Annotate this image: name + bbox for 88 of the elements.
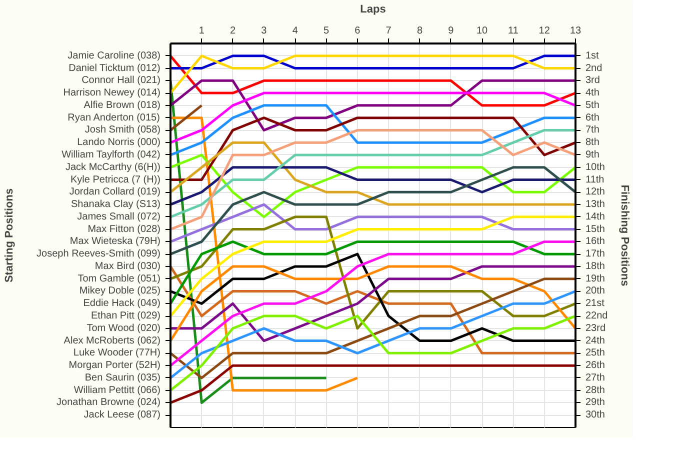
y-tick-label: 25th — [586, 348, 605, 359]
line-series — [170, 141, 576, 206]
text: Mikey Doble (025) — [79, 286, 161, 297]
text: Harrison Newey (014) — [63, 88, 161, 99]
y-tick-label: 12th — [586, 186, 605, 198]
text: Jack McCarthy (6(H)) — [65, 162, 161, 173]
text: James Small (072) — [77, 211, 160, 222]
line-series — [170, 166, 576, 256]
y-tick-label: 16th — [586, 236, 605, 248]
y-tick-label: 19th — [586, 273, 605, 284]
x-tick-label: 7 — [386, 26, 392, 36]
line-series — [170, 166, 576, 206]
y-tick-label: 13th — [586, 199, 605, 210]
text: Shanaka Clay (S13) — [71, 199, 161, 210]
x-axis-title: Laps — [360, 4, 386, 16]
text: Tom Gamble (051) — [78, 273, 161, 284]
text: Jordan Collard (019) — [69, 186, 161, 198]
y-tick-label: 23rd — [586, 322, 606, 334]
text: Max Fitton (028) — [88, 224, 161, 235]
y-tick-label: 28th — [586, 384, 605, 396]
x-tick-label: 10 — [476, 26, 488, 36]
line-series — [170, 203, 576, 243]
y-tick-label: 18th — [586, 260, 605, 272]
text: Morgan Porter (52H) — [68, 360, 161, 372]
y-tick-label: 15th — [586, 224, 605, 235]
y-tick-label: 14th — [586, 211, 605, 222]
x-tick-label: 4 — [292, 26, 298, 36]
text: Jack Leese (087) — [84, 410, 161, 421]
x-tick-label: 1 — [198, 26, 205, 36]
line-series — [170, 116, 576, 182]
y-tick-label: 29th — [586, 397, 605, 408]
x-tick-label: 5 — [323, 26, 330, 36]
y-tick-label: 2nd — [586, 62, 602, 74]
y-tick-label: 21st — [586, 298, 605, 310]
text: Jamie Caroline (038) — [68, 50, 161, 62]
y-tick-label: 27th — [586, 372, 605, 384]
y-tick-label: 11th — [586, 174, 604, 186]
y-axis-title: Finishing Positions — [618, 184, 631, 286]
x-tick-label: 11 — [508, 26, 519, 36]
text: Max Wieteska (79H) — [70, 236, 160, 248]
line-series — [170, 92, 576, 144]
line-series — [170, 154, 576, 218]
x-tick-label: 13 — [570, 26, 582, 36]
x-tick-label: 12 — [538, 26, 550, 36]
text: Ben Saurin (035) — [84, 372, 161, 384]
text: Daniel Ticktum (012) — [68, 62, 160, 74]
x-tick-label: 9 — [448, 26, 454, 36]
text: Lando Norris (000) — [77, 137, 160, 148]
text: Eddie Hack (049) — [83, 298, 161, 310]
line-series — [170, 79, 576, 132]
y-tick-label: 24th — [586, 335, 605, 346]
y-tick-label: 3rd — [586, 75, 600, 86]
text: Josh Smith (058) — [84, 124, 161, 136]
text: William Taylforth (042) — [62, 149, 160, 160]
text: William Pettitt (066) — [74, 384, 161, 396]
text: Ryan Anderton (015) — [68, 112, 160, 124]
text: Kyle Petricca (7 (H)) — [70, 174, 160, 186]
line-series — [170, 240, 576, 367]
y-tick-label: 30th — [586, 410, 605, 421]
y-tick-label: 4th — [586, 88, 600, 99]
text: Joseph Reeves-Smith (099) — [36, 248, 161, 260]
text: Alfie Brown (018) — [84, 100, 161, 111]
x-tick-label: 2 — [230, 26, 236, 36]
text: Ethan Pitt (029) — [91, 310, 160, 322]
y-tick-label: 8th — [586, 137, 600, 148]
y-tick-label: 5th — [586, 100, 600, 111]
text: Connor Hall (021) — [82, 75, 161, 86]
line-series — [170, 54, 576, 107]
y-tick-label: 1st — [586, 50, 600, 62]
x-tick-label: 3 — [261, 26, 268, 36]
y-tick-label: 10th — [586, 162, 605, 173]
line-series — [170, 314, 576, 392]
text: Luke Wooder (77H) — [73, 348, 161, 359]
text: Tom Wood (020) — [86, 322, 161, 334]
y-tick-label: 9th — [586, 149, 600, 160]
text: Max Bird (030) — [94, 260, 160, 272]
x-tick-label: 6 — [354, 26, 361, 36]
text: Starting Positions — [4, 188, 16, 283]
y-tick-label: 26th — [586, 360, 605, 372]
text: Alex McRoberts (062) — [64, 335, 161, 346]
y-tick-label: 20th — [586, 286, 605, 297]
text: Jonathan Browne (024) — [56, 397, 161, 408]
y-tick-label: 6th — [586, 112, 600, 124]
line-series — [170, 104, 576, 156]
y-tick-label: 17th — [586, 248, 605, 260]
y-tick-label: 7th — [586, 124, 600, 136]
y-tick-label: 22nd — [586, 310, 608, 322]
x-tick-label: 8 — [416, 26, 423, 36]
